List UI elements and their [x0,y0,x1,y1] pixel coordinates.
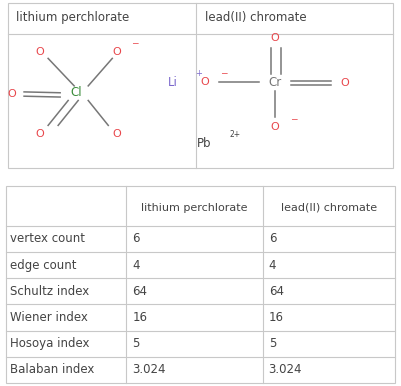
Text: 6: 6 [269,232,276,245]
Text: edge count: edge count [10,259,77,272]
Text: 5: 5 [269,337,276,350]
Text: −: − [131,39,138,47]
Text: +: + [195,68,202,78]
Text: O: O [112,129,121,139]
Text: O: O [270,33,279,43]
Text: Wiener index: Wiener index [10,311,88,324]
Text: −: − [220,68,227,78]
Text: 16: 16 [269,311,284,324]
Text: 6: 6 [132,232,140,245]
Text: lithium perchlorate: lithium perchlorate [141,203,248,213]
Text: O: O [340,78,349,88]
Text: Balaban index: Balaban index [10,363,94,376]
Text: lead(II) chromate: lead(II) chromate [281,203,377,213]
Text: O: O [8,90,16,100]
Text: 4: 4 [132,259,140,272]
Text: 5: 5 [132,337,140,350]
Text: lead(II) chromate: lead(II) chromate [205,11,306,24]
Text: O: O [112,47,121,56]
Text: Schultz index: Schultz index [10,285,89,298]
Text: Li: Li [168,76,177,89]
Text: O: O [270,122,279,132]
Text: O: O [200,76,209,86]
Text: Hosoya index: Hosoya index [10,337,89,350]
Text: lithium perchlorate: lithium perchlorate [16,11,129,24]
Text: O: O [36,129,45,139]
Text: O: O [36,47,45,56]
Text: 64: 64 [269,285,284,298]
Text: 4: 4 [269,259,276,272]
Text: 16: 16 [132,311,147,324]
Text: −: − [290,114,298,123]
Text: Pb: Pb [197,137,212,150]
Text: vertex count: vertex count [10,232,85,245]
Text: 3.024: 3.024 [132,363,166,376]
Text: Cr: Cr [268,76,282,89]
Text: Cl: Cl [71,86,82,99]
Text: 3.024: 3.024 [269,363,302,376]
Text: 2+: 2+ [229,130,240,139]
Text: 64: 64 [132,285,147,298]
